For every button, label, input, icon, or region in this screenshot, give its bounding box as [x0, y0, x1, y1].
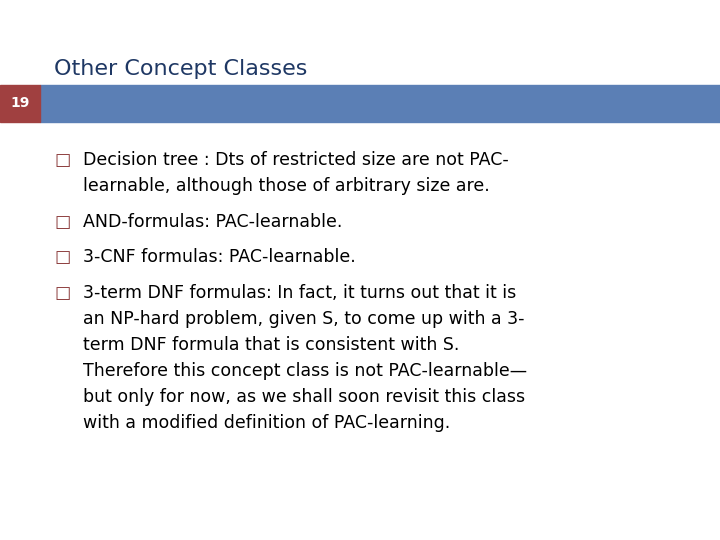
Text: learnable, although those of arbitrary size are.: learnable, although those of arbitrary s…: [83, 177, 490, 195]
Text: 19: 19: [10, 96, 30, 110]
Text: an NP-hard problem, given S, to come up with a 3-: an NP-hard problem, given S, to come up …: [83, 310, 524, 328]
Bar: [40, 85, 720, 122]
Text: □: □: [54, 213, 71, 231]
Bar: [0, 85, 40, 122]
Text: 3-term DNF formulas: In fact, it turns out that it is: 3-term DNF formulas: In fact, it turns o…: [83, 284, 516, 302]
Text: □: □: [54, 284, 71, 302]
Text: AND-formulas: PAC-learnable.: AND-formulas: PAC-learnable.: [83, 213, 342, 231]
Text: Other Concept Classes: Other Concept Classes: [54, 59, 307, 79]
Text: Decision tree : Dts of restricted size are not PAC-: Decision tree : Dts of restricted size a…: [83, 151, 508, 169]
Text: but only for now, as we shall soon revisit this class: but only for now, as we shall soon revis…: [83, 388, 525, 406]
Text: with a modified definition of PAC-learning.: with a modified definition of PAC-learni…: [83, 414, 450, 431]
Text: Therefore this concept class is not PAC-learnable—: Therefore this concept class is not PAC-…: [83, 362, 527, 380]
Text: 3-CNF formulas: PAC-learnable.: 3-CNF formulas: PAC-learnable.: [83, 248, 356, 266]
Text: □: □: [54, 151, 71, 169]
Text: term DNF formula that is consistent with S.: term DNF formula that is consistent with…: [83, 336, 459, 354]
Text: □: □: [54, 248, 71, 266]
